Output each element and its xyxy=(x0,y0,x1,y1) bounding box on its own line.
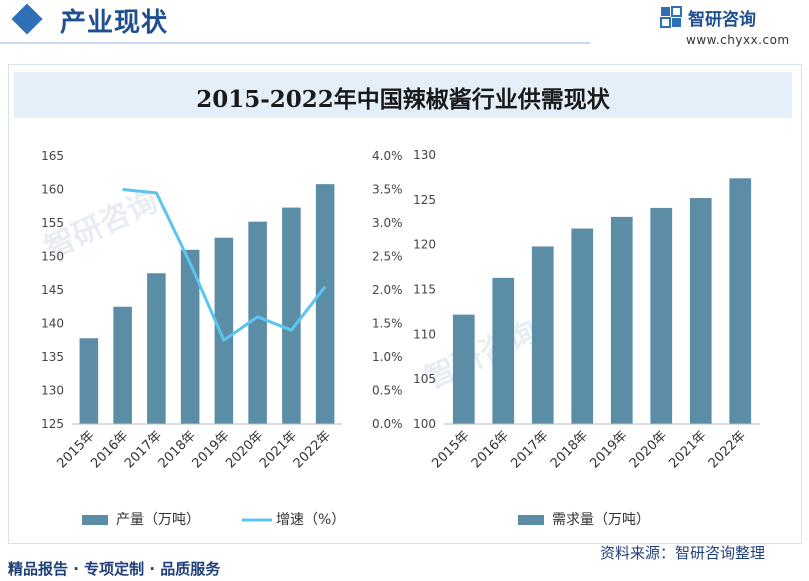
bar-2020年 xyxy=(650,207,673,424)
legend-label: 增速（%） xyxy=(276,512,345,528)
legend-label: 产量（万吨） xyxy=(116,512,200,528)
y-tick-label: 155 xyxy=(41,216,64,230)
y2-tick-label: 0.5% xyxy=(372,384,403,398)
y2-tick-label: 3.5% xyxy=(372,183,403,197)
y-tick-label: 125 xyxy=(413,193,436,207)
x-tick-label: 2018年 xyxy=(548,428,591,471)
bar-2015年 xyxy=(452,314,475,424)
bar-2020年 xyxy=(248,221,267,424)
bar-2019年 xyxy=(610,216,633,424)
y2-tick-label: 1.0% xyxy=(372,350,403,364)
y-tick-label: 120 xyxy=(413,238,436,252)
x-tick-label: 2019年 xyxy=(587,428,630,471)
x-tick-label: 2017年 xyxy=(508,428,551,471)
y-tick-label: 160 xyxy=(41,183,64,197)
bar-2016年 xyxy=(113,306,132,424)
bar-2017年 xyxy=(147,273,166,424)
bar-2016年 xyxy=(492,277,515,424)
x-tick-label: 2020年 xyxy=(627,428,670,471)
y-tick-label: 100 xyxy=(413,417,436,431)
chart-title: 2015-2022年中国辣椒酱行业供需现状 xyxy=(196,86,610,113)
y-tick-label: 130 xyxy=(413,148,436,162)
x-tick-label: 2022年 xyxy=(291,428,334,471)
x-tick-label: 2021年 xyxy=(666,428,709,471)
x-tick-label: 2016年 xyxy=(469,428,512,471)
page-header: 产业现状 智研咨询 www.chyxx.com xyxy=(0,0,809,60)
growth-line xyxy=(122,188,327,342)
y-tick-label: 150 xyxy=(41,250,64,264)
header-divider xyxy=(0,42,590,44)
legend-swatch-bar xyxy=(518,515,544,525)
page-title: 产业现状 xyxy=(60,8,169,38)
y2-tick-label: 4.0% xyxy=(372,149,403,163)
bar-2022年 xyxy=(729,178,752,424)
bar-2015年 xyxy=(79,338,99,424)
brand-url: www.chyxx.com xyxy=(686,33,790,47)
x-tick-label: 2015年 xyxy=(429,428,472,471)
bar-2021年 xyxy=(282,207,301,424)
y-tick-label: 110 xyxy=(413,327,436,341)
bar-2018年 xyxy=(180,249,200,424)
y-tick-label: 165 xyxy=(41,149,64,163)
y-tick-label: 135 xyxy=(41,350,64,364)
y2-tick-label: 0.0% xyxy=(372,417,403,431)
y-tick-label: 140 xyxy=(41,317,64,331)
bar-2021年 xyxy=(689,198,712,424)
y-tick-label: 145 xyxy=(41,283,64,297)
y2-tick-label: 2.5% xyxy=(372,250,403,264)
bar-2022年 xyxy=(315,184,335,424)
y2-tick-label: 2.0% xyxy=(372,283,403,297)
y-tick-label: 115 xyxy=(413,283,436,297)
y2-tick-label: 1.5% xyxy=(372,317,403,331)
brand-logo-icon xyxy=(660,6,682,28)
legend-label: 需求量（万吨） xyxy=(552,512,650,528)
bar-2017年 xyxy=(531,246,554,424)
chart-title-bar: 2015-2022年中国辣椒酱行业供需现状 xyxy=(14,72,792,118)
brand-name: 智研咨询 xyxy=(688,10,756,30)
bar-2018年 xyxy=(571,228,594,424)
legend-swatch-bar xyxy=(82,515,108,525)
footer-source: 资料来源：智研咨询整理 xyxy=(600,544,766,562)
y-tick-label: 125 xyxy=(41,417,64,431)
y2-tick-label: 3.0% xyxy=(372,216,403,230)
bar-2019年 xyxy=(214,237,234,424)
y-tick-label: 105 xyxy=(413,372,436,386)
y-tick-label: 130 xyxy=(41,384,64,398)
footer-tagline: 精品报告 · 专项定制 · 品质服务 xyxy=(8,560,221,578)
x-tick-label: 2022年 xyxy=(706,428,749,471)
